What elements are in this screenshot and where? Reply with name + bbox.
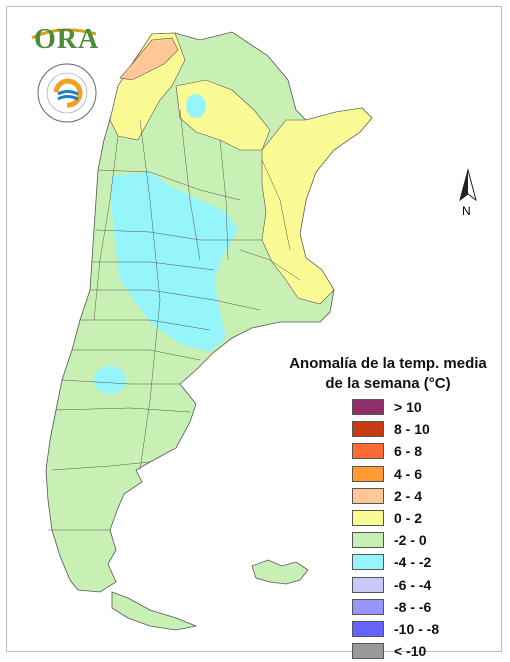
ne-warm-region: [261, 107, 373, 305]
legend-swatch: [352, 554, 384, 571]
legend-label: -10 - -8: [394, 620, 440, 637]
ora-logo: ORA: [34, 24, 100, 55]
north-cold-patch: [186, 94, 206, 118]
legend-swatch: [352, 620, 384, 637]
tierra-del-fuego: [111, 591, 198, 631]
legend-item: < -10: [352, 640, 439, 662]
legend-label: < -10: [394, 643, 427, 660]
legend-swatch: [352, 399, 384, 416]
logo-swoosh-icon: [31, 28, 97, 40]
legend-label: 8 - 10: [394, 421, 430, 438]
legend-label: 4 - 6: [394, 465, 423, 482]
legend-item: -2 - 0: [352, 529, 439, 551]
legend-swatch: [352, 443, 384, 460]
legend-title-line2: de la semana (°C): [325, 375, 451, 392]
north-label: N: [462, 204, 471, 218]
legend-swatch: [352, 510, 384, 527]
islas-malvinas: [251, 559, 309, 585]
central-cold-region: [112, 172, 238, 352]
legend-item: -10 - -8: [352, 618, 439, 640]
legend-item: -4 - -2: [352, 551, 439, 573]
legend-item: 8 - 10: [352, 418, 439, 440]
legend-swatch: [352, 421, 384, 438]
legend-list: > 10 8 - 10 6 - 8 4 - 6 2 - 4 0 - 2 -2 - 0 -4 -…: [352, 396, 439, 662]
legend-item: 2 - 4: [352, 485, 439, 507]
legend-item: 0 - 2: [352, 507, 439, 529]
legend-item: -8 - -6: [352, 596, 439, 618]
legend-label: > 10: [394, 399, 422, 416]
legend-label: -8 - -6: [394, 598, 432, 615]
legend-item: 6 - 8: [352, 440, 439, 462]
legend-label: 0 - 2: [394, 510, 423, 527]
legend-title-line1: Anomalía de la temp. media: [289, 355, 487, 372]
legend-label: 2 - 4: [394, 487, 423, 504]
legend-item: -6 - -4: [352, 574, 439, 596]
southwest-cold-patch: [94, 366, 126, 394]
legend-swatch: [352, 532, 384, 549]
legend-swatch: [352, 487, 384, 504]
legend-swatch: [352, 465, 384, 482]
map-frame: [6, 6, 502, 652]
legend-title: Anomalía de la temp. media de la semana …: [272, 354, 504, 394]
legend-swatch: [352, 643, 384, 660]
internal-borders: [48, 109, 301, 531]
legend-label: -4 - -2: [394, 554, 432, 571]
north-arrow-icon: [459, 168, 477, 202]
legend-item: > 10: [352, 396, 439, 418]
smn-seal-icon: [37, 63, 97, 123]
nw-hot-region: [119, 37, 179, 81]
legend-swatch: [352, 576, 384, 593]
legend-label: -2 - 0: [394, 532, 427, 549]
legend-label: -6 - -4: [394, 576, 432, 593]
legend-swatch: [352, 598, 384, 615]
legend-label: 6 - 8: [394, 443, 423, 460]
legend-item: 4 - 6: [352, 463, 439, 485]
